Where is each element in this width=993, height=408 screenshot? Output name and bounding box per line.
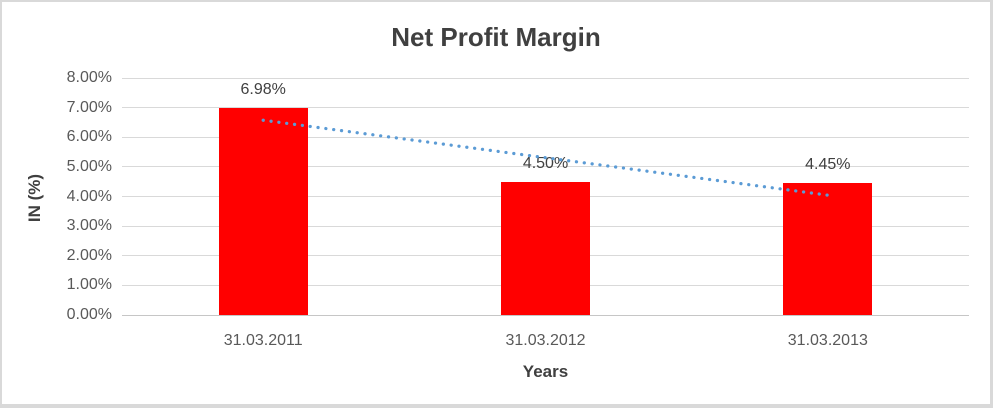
x-category-label: 31.03.2011 bbox=[223, 332, 303, 349]
x-axis-line bbox=[122, 314, 969, 316]
y-tick-label: 5.00% bbox=[66, 157, 112, 175]
y-tick-label: 8.00% bbox=[66, 69, 112, 86]
y-tick-label: 3.00% bbox=[66, 217, 112, 235]
gridline bbox=[122, 166, 969, 168]
gridline bbox=[122, 77, 969, 79]
y-tick-label: 0.00% bbox=[66, 306, 112, 323]
bar bbox=[783, 183, 873, 315]
y-tick-label: 2.00% bbox=[66, 246, 112, 264]
gridline bbox=[122, 107, 969, 109]
chart-title: Net Profit Margin bbox=[391, 22, 601, 52]
bar-data-label: 4.45% bbox=[805, 156, 851, 174]
plot-area: 6.98% 4.50% 4.45% bbox=[122, 77, 969, 316]
y-tick-label: 4.00% bbox=[66, 187, 112, 205]
bar bbox=[218, 108, 308, 315]
x-axis-title: Years bbox=[522, 362, 569, 381]
bar-data-label: 4.50% bbox=[522, 154, 569, 172]
gridline bbox=[122, 136, 969, 138]
y-tick-label: 1.00% bbox=[66, 276, 112, 294]
bar bbox=[501, 181, 590, 315]
y-tick-label: 6.00% bbox=[66, 128, 112, 146]
x-category-label: 31.03.2013 bbox=[787, 332, 868, 349]
trendline bbox=[261, 118, 830, 197]
y-tick-label: 7.00% bbox=[66, 98, 112, 116]
x-category-label: 31.03.2012 bbox=[505, 332, 586, 349]
bar-data-label: 6.98% bbox=[240, 81, 286, 99]
